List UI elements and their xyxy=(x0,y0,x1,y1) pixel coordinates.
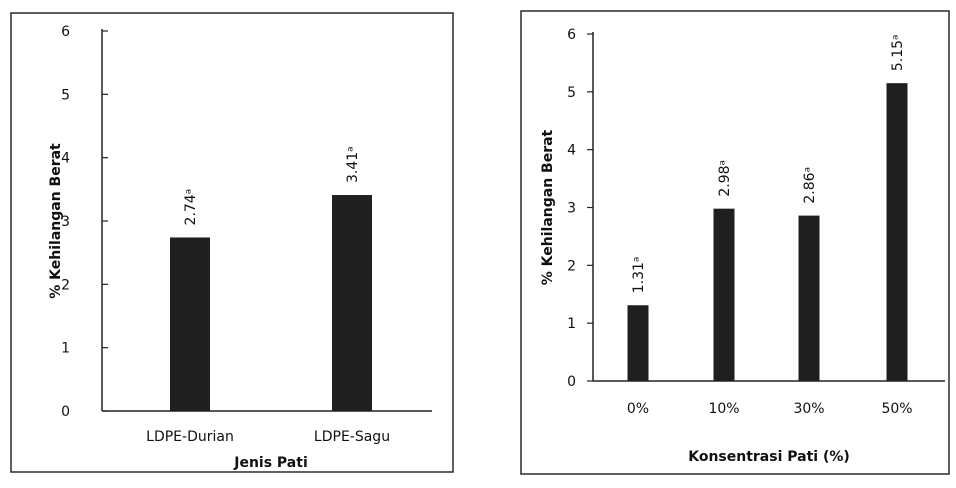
left-y-tick-label: 0 xyxy=(61,404,70,420)
right-category-label: 10% xyxy=(708,401,739,417)
left-bar xyxy=(170,237,210,411)
right-data-label: 2.98ᵃ xyxy=(717,160,733,197)
left-bar xyxy=(332,195,372,411)
left-y-axis-title: % Kehilangan Berat xyxy=(48,143,64,299)
left-y-tick-label: 4 xyxy=(61,151,70,167)
right-category-label: 50% xyxy=(881,401,912,417)
right-panel-border xyxy=(520,10,950,475)
right-y-tick-label: 1 xyxy=(567,316,576,332)
right-y-tick-label: 0 xyxy=(567,374,576,390)
right-y-axis-title: % Kehilangan Berat xyxy=(540,129,556,285)
left-category-label: LDPE-Durian xyxy=(146,429,234,445)
right-y-tick-label: 2 xyxy=(567,258,576,274)
left-data-label: 2.74ᵃ xyxy=(183,189,199,226)
right-data-label: 1.31ᵃ xyxy=(631,257,647,294)
left-panel-border xyxy=(10,12,454,473)
right-bar xyxy=(886,83,908,382)
right-x-axis-title: Konsentrasi Pati (%) xyxy=(688,449,850,465)
right-bar xyxy=(713,208,735,381)
right-category-label: 30% xyxy=(793,401,824,417)
chart-right: 0 1 2 3 4 5 6 1.31ᵃ 0% 2.98ᵃ 10% 2.86ᵃ 30% 5.15ᵃ 50% Ko… xyxy=(514,0,956,488)
right-bar xyxy=(627,305,649,381)
left-y-tick-label: 3 xyxy=(61,214,70,230)
left-y-tick-label: 5 xyxy=(61,87,70,103)
right-category-label: 0% xyxy=(627,401,649,417)
left-data-label: 3.41ᵃ xyxy=(345,146,361,183)
right-data-label: 2.86ᵃ xyxy=(802,167,818,204)
chart-left-svg: 0 1 2 3 4 5 6 2.74ᵃ LDPE-Durian 3.41ᵃ LDPE-Sagu Jen… xyxy=(10,12,454,473)
left-x-axis-title: Jenis Pati xyxy=(233,455,308,471)
chart-left: 0 1 2 3 4 5 6 2.74ᵃ LDPE-Durian 3.41ᵃ LDPE-Sagu Jen… xyxy=(0,0,470,488)
right-y-tick-label: 4 xyxy=(567,143,576,159)
right-bar xyxy=(798,215,820,381)
right-y-tick-label: 6 xyxy=(567,27,576,43)
right-y-tick-label: 5 xyxy=(567,85,576,101)
chart-right-svg: 0 1 2 3 4 5 6 1.31ᵃ 0% 2.98ᵃ 10% 2.86ᵃ 30% 5.15ᵃ 50% Ko… xyxy=(520,10,950,475)
right-data-label: 5.15ᵃ xyxy=(890,35,906,72)
left-y-tick-label: 1 xyxy=(61,341,70,357)
left-y-tick-label: 2 xyxy=(61,277,70,293)
left-y-tick-label: 6 xyxy=(61,24,70,40)
right-y-tick-label: 3 xyxy=(567,201,576,217)
left-category-label: LDPE-Sagu xyxy=(314,429,390,445)
